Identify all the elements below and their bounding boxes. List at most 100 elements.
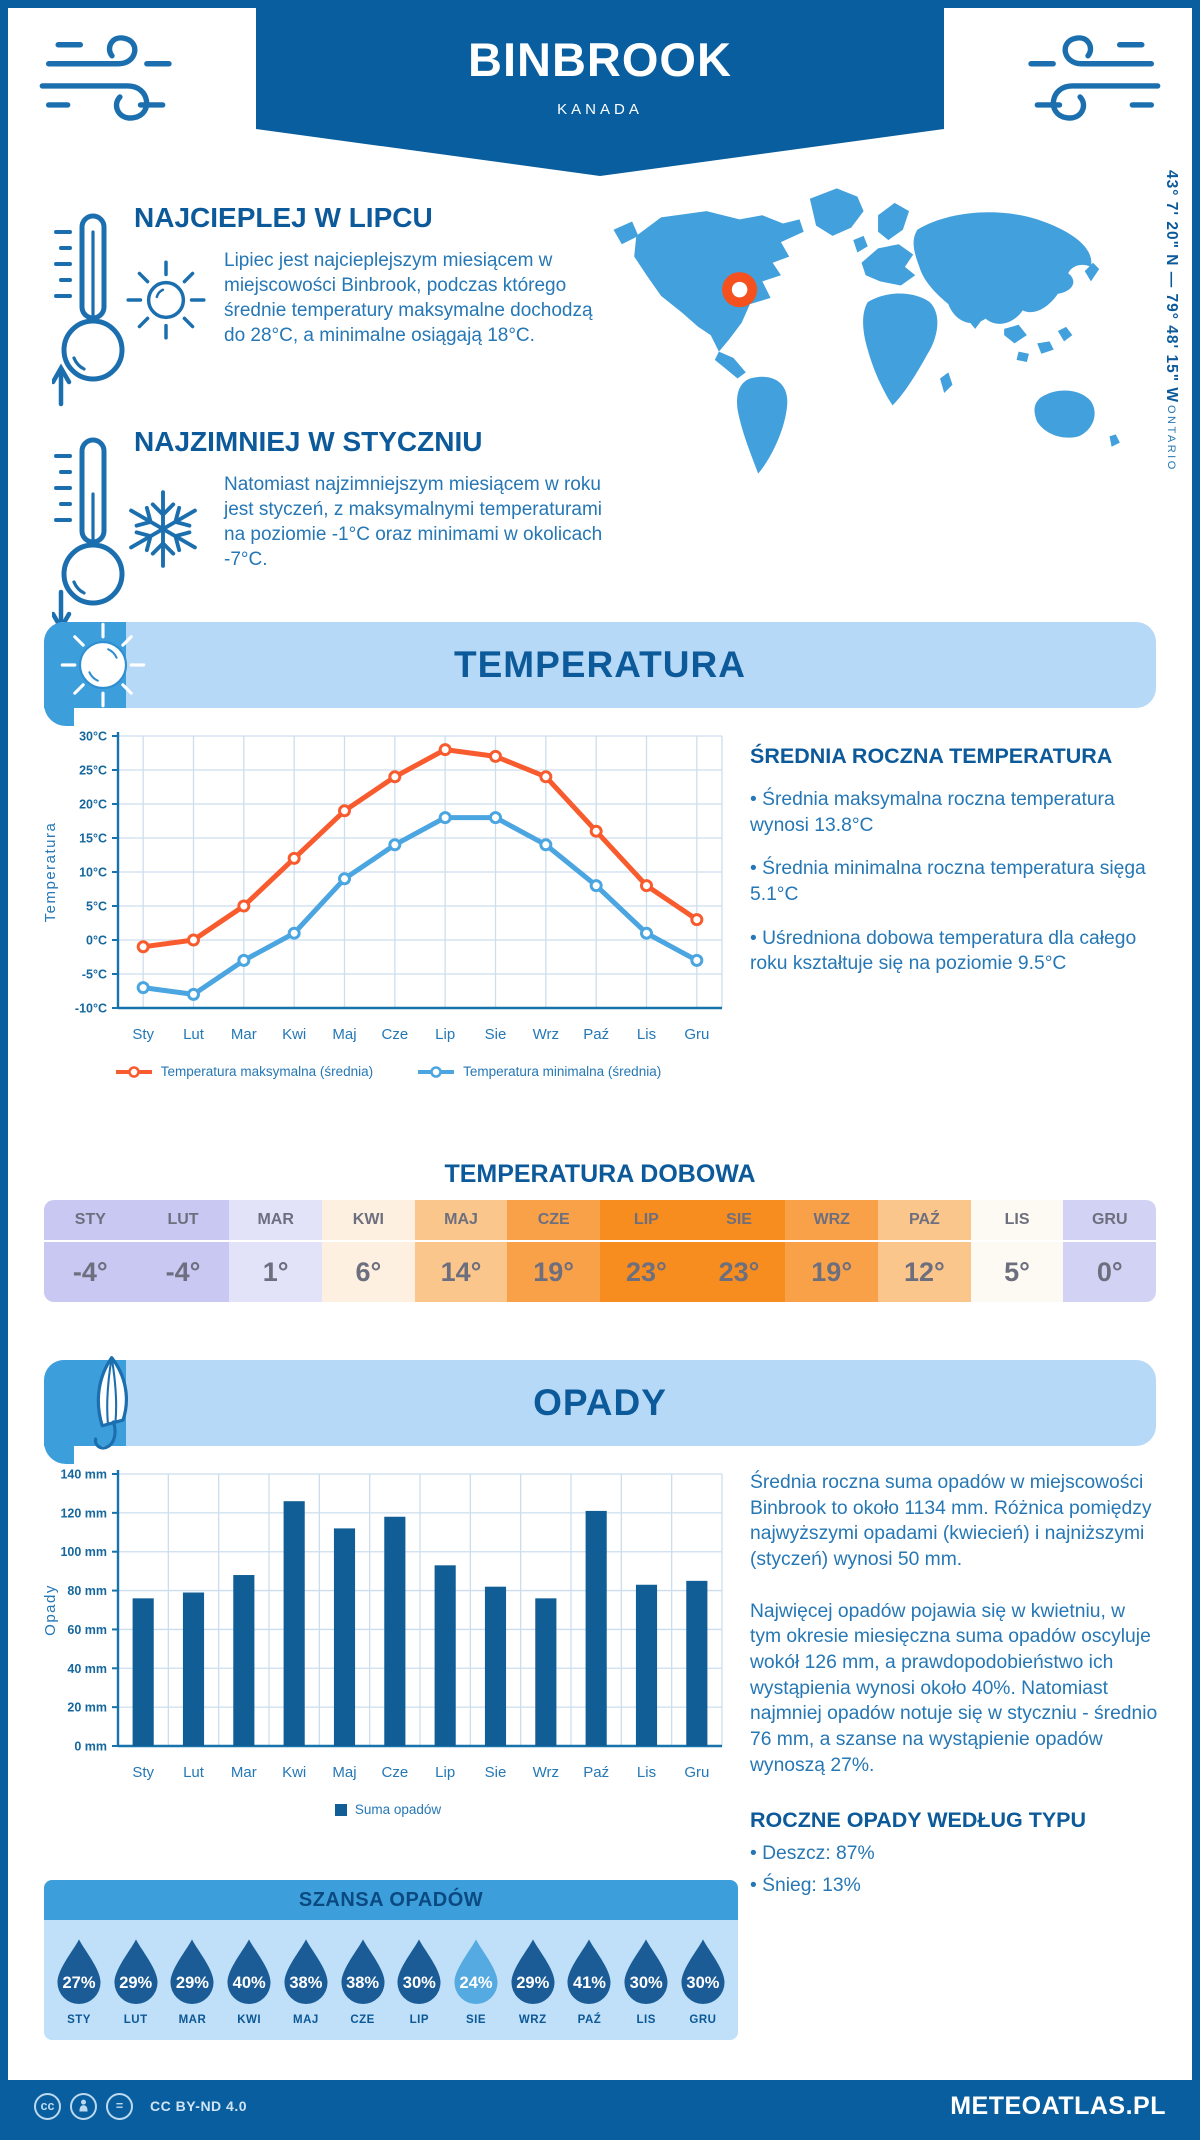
svg-text:Kwi: Kwi [282, 1764, 306, 1781]
svg-text:Cze: Cze [381, 1026, 408, 1043]
daily-temp-column: CZE 19° [507, 1200, 601, 1302]
svg-text:Maj: Maj [332, 1764, 356, 1781]
raindrop: 40% KWI [222, 1938, 276, 2026]
precipitation-text-panel: Średnia roczna suma opadów w miejscowośc… [750, 1470, 1158, 1899]
coordinates-text: 43° 7' 20" N — 79° 48' 15" W [1163, 170, 1180, 404]
temperature-value: 23° [718, 1256, 760, 1287]
svg-text:Mar: Mar [231, 1764, 257, 1781]
temperature-value: -4° [165, 1256, 201, 1287]
month-label: MAJ [414, 1200, 508, 1242]
raindrop: 29% WRZ [506, 1938, 560, 2026]
month-label: LUT [136, 1200, 230, 1242]
raindrop-value: 38% [346, 1974, 380, 1992]
precip-type-bullet: • Śnieg: 13% [750, 1874, 861, 1896]
svg-text:20°C: 20°C [79, 798, 107, 812]
section-title: NAJZIMNIEJ W STYCZNIU [134, 426, 483, 457]
svg-text:15°C: 15°C [79, 832, 107, 846]
raindrop: 38% CZE [336, 1938, 390, 2026]
wind-icon [39, 35, 172, 121]
annual-temp-bullet: • Uśredniona dobowa temperatura dla całe… [750, 927, 1137, 975]
location-marker [722, 272, 758, 308]
svg-text:Lut: Lut [183, 1026, 205, 1043]
raindrop-month: KWI [237, 2014, 262, 2026]
svg-text:Temperatura: Temperatura [42, 822, 59, 923]
svg-text:25°C: 25°C [79, 764, 107, 778]
raindrop-month: STY [67, 2014, 91, 2026]
coldest-month-section: NAJZIMNIEJ W STYCZNIU Natomiast najzimni… [46, 420, 634, 633]
attribution-person-icon [70, 2092, 97, 2120]
legend-item: Suma opadów [334, 1802, 441, 1817]
daily-temp-table: STY -4° LUT -4° MAR 1° KWI 6° MAJ 14° CZE 19° LIP 23°… [44, 1200, 1156, 1302]
license-text: CC BY-ND 4.0 [150, 2098, 248, 2114]
sun-icon [126, 260, 206, 340]
world-map [613, 188, 1120, 474]
page-title: BINBROOK [468, 33, 732, 86]
daily-temp-column: MAJ 14° [414, 1200, 508, 1302]
raindrop-month: LIP [409, 2014, 429, 2026]
banner-title: TEMPERATURA [454, 644, 746, 685]
daily-temp-column: WRZ 19° [785, 1200, 879, 1302]
daily-temp-column: LIP 23° [600, 1200, 693, 1302]
temperature-chart-legend: Temperatura maksymalna (średnia) Temperat… [38, 1064, 738, 1079]
raindrop-value: 29% [516, 1974, 550, 1992]
svg-text:100 mm: 100 mm [60, 1545, 107, 1559]
daily-temp-column: PAŹ 12° [878, 1200, 971, 1302]
daily-temp-column: GRU 0° [1063, 1200, 1156, 1302]
month-label: WRZ [785, 1200, 879, 1242]
month-label: LIS [970, 1200, 1064, 1242]
raindrop: 27% STY [52, 1938, 106, 2026]
month-label: LIP [600, 1200, 693, 1242]
month-label: GRU [1063, 1200, 1156, 1242]
daily-temp-column: MAR 1° [229, 1200, 323, 1302]
precip-type-heading: ROCZNE OPADY WEDŁUG TYPU [750, 1808, 1087, 1833]
svg-text:120 mm: 120 mm [60, 1506, 107, 1520]
no-derivatives-icon: = [106, 2092, 133, 2120]
temperature-value: 5° [1004, 1256, 1030, 1287]
svg-text:20 mm: 20 mm [67, 1701, 107, 1715]
svg-text:Sie: Sie [485, 1764, 507, 1781]
raindrop-value: 27% [62, 1974, 96, 1992]
svg-text:Lip: Lip [435, 1764, 455, 1781]
precip-type-bullet: • Deszcz: 87% [750, 1843, 875, 1865]
month-label: SIE [692, 1200, 786, 1242]
daily-temp-column: STY -4° [44, 1200, 137, 1302]
precipitation-chart-legend: Suma opadów [38, 1802, 738, 1817]
page-content: BINBROOK KANADA NAJCIEPLEJ W LIPCU Lipie… [8, 8, 1192, 2132]
annual-temperature-panel: ŚREDNIA ROCZNA TEMPERATURA • Średnia mak… [750, 744, 1158, 977]
svg-text:Lip: Lip [435, 1026, 455, 1043]
thermometer-up-icon [52, 213, 125, 407]
raindrop-month: LUT [123, 2014, 148, 2026]
annual-temp-bullet: • Średnia minimalna roczna temperatura s… [750, 858, 1146, 905]
section-text: Lipiec jest najcieplejszym miesiącem w m… [224, 250, 593, 347]
raindrop: 38% MAJ [279, 1938, 333, 2026]
temperature-banner: TEMPERATURA [44, 622, 1156, 726]
cc-icon: cc [34, 2092, 61, 2120]
svg-text:140 mm: 140 mm [60, 1468, 107, 1482]
svg-text:Opady: Opady [42, 1584, 59, 1636]
svg-text:Cze: Cze [381, 1764, 408, 1781]
svg-text:Maj: Maj [332, 1026, 356, 1043]
svg-text:Kwi: Kwi [282, 1026, 306, 1043]
raindrop: 29% MAR [165, 1938, 219, 2026]
month-label: MAR [229, 1200, 323, 1242]
temperature-value: 19° [533, 1256, 575, 1287]
temperature-value: 23° [625, 1256, 667, 1287]
section-text: Natomiast najzimniejszym miesiącem w rok… [224, 474, 603, 571]
svg-text:Lis: Lis [637, 1764, 656, 1781]
svg-text:Sty: Sty [132, 1026, 154, 1043]
legend-item: Temperatura maksymalna (średnia) [115, 1064, 373, 1079]
map-coordinates: 43° 7' 20" N — 79° 48' 15" W ONTARIO [1162, 170, 1180, 500]
raindrop: 24% SIE [449, 1938, 503, 2026]
month-label: STY [44, 1200, 137, 1242]
thermometer-down-icon [52, 437, 125, 633]
raindrop-month: LIS [636, 2014, 656, 2026]
daily-temp-column: LIS 5° [970, 1200, 1064, 1302]
temperature-value: 19° [811, 1256, 853, 1287]
svg-text:Lut: Lut [183, 1764, 205, 1781]
region-text: ONTARIO [1165, 405, 1177, 472]
snowflake-icon [129, 490, 197, 568]
temperature-line-chart: -10°C -5°C 0°C 5°C 10°C 15°C 20°C 25°C 30°C Tempe… [42, 730, 723, 1043]
month-label: KWI [322, 1200, 415, 1242]
footer: cc = CC BY-ND 4.0 METEOATLAS.PL [8, 2080, 1192, 2132]
svg-text:Wrz: Wrz [533, 1764, 559, 1781]
